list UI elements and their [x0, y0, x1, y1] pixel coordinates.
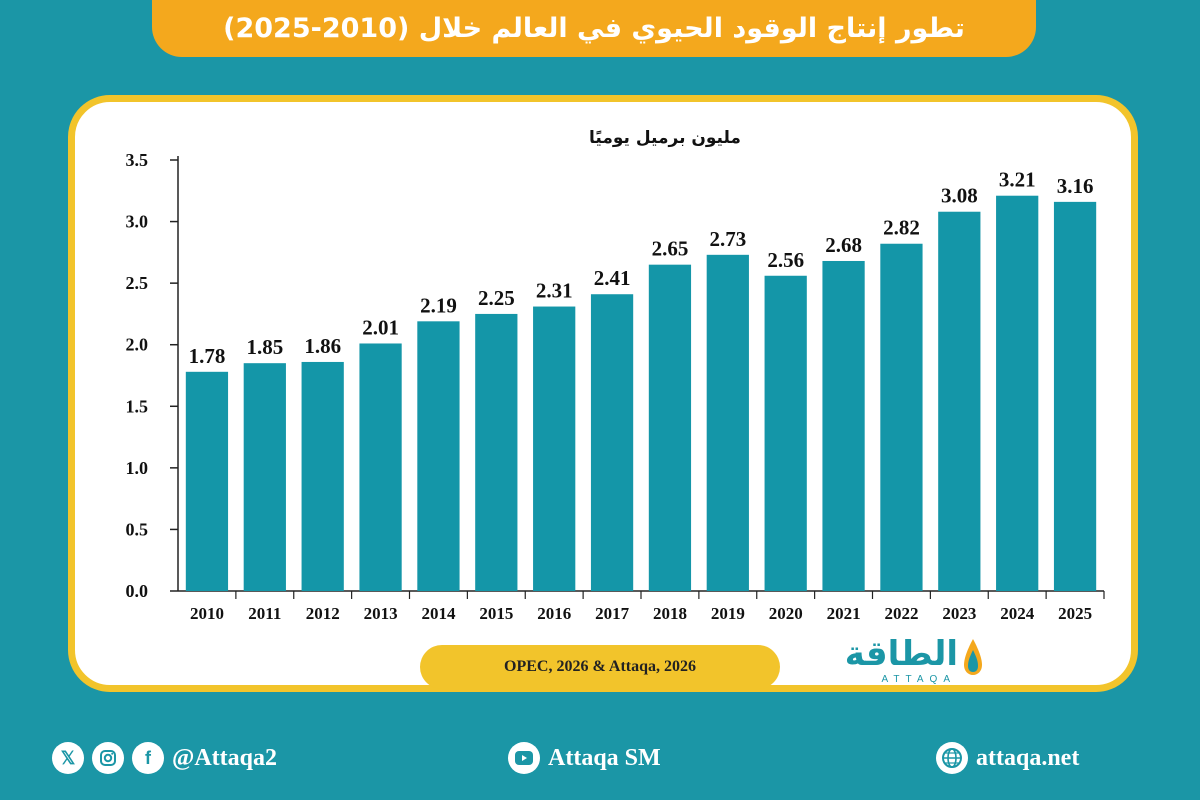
y-tick-label: 0.0: [126, 581, 149, 601]
bar: [938, 211, 981, 591]
bar: [243, 363, 286, 591]
bar: [417, 321, 460, 591]
bar-value-label: 1.78: [189, 344, 226, 368]
bar-value-label: 2.73: [709, 227, 746, 251]
y-tick-label: 0.5: [126, 519, 149, 539]
bar-value-label: 2.56: [767, 248, 804, 272]
footer: 𝕏 f @Attaqa2 Attaqa SM attaqa.net: [0, 730, 1200, 780]
y-tick-label: 3.5: [126, 150, 149, 170]
x-tick-label: 2023: [942, 604, 976, 623]
bar-value-label: 1.86: [304, 334, 341, 358]
y-tick-label: 2.0: [126, 335, 149, 355]
instagram-icon[interactable]: [92, 742, 124, 774]
website-url: attaqa.net: [976, 744, 1080, 771]
youtube-channel: Attaqa SM: [548, 744, 661, 771]
y-axis-unit-label: مليون برميل يوميًا: [589, 128, 741, 148]
x-tick-label: 2019: [711, 604, 745, 623]
x-tick-label: 2024: [1000, 604, 1035, 623]
bar: [359, 343, 402, 591]
bar: [764, 275, 807, 591]
bar-value-label: 2.19: [420, 293, 457, 317]
bar: [996, 195, 1039, 591]
x-tick-label: 2013: [364, 604, 398, 623]
bar-value-label: 3.16: [1057, 174, 1094, 198]
youtube-icon: [508, 742, 540, 774]
website-link[interactable]: attaqa.net: [936, 742, 1079, 774]
bar-value-label: 2.68: [825, 233, 862, 257]
bar-value-label: 2.41: [594, 266, 631, 290]
bar-value-label: 2.65: [652, 237, 689, 261]
x-tick-label: 2018: [653, 604, 687, 623]
bar: [301, 361, 344, 591]
x-tick-label: 2016: [537, 604, 571, 623]
attaqa-logo: الطاقة ATTAQA: [826, 632, 986, 690]
social-links: 𝕏 f @Attaqa2: [52, 742, 277, 774]
x-tick-label: 2021: [827, 604, 861, 623]
youtube-link[interactable]: Attaqa SM: [508, 742, 661, 774]
bar-value-label: 3.21: [999, 168, 1036, 192]
bar: [185, 371, 229, 591]
title-banner: تطور إنتاج الوقود الحيوي في العالم خلال …: [152, 0, 1036, 57]
globe-icon: [936, 742, 968, 774]
y-tick-label: 2.5: [126, 273, 149, 293]
bar: [533, 306, 576, 591]
bar: [1053, 201, 1097, 591]
y-tick-label: 3.0: [126, 212, 149, 232]
logo-arabic-text: الطاقة: [844, 634, 958, 674]
x-tick-label: 2010: [190, 604, 224, 623]
x-tick-label: 2017: [595, 604, 630, 623]
flame-drop-icon: [964, 639, 982, 675]
bar: [475, 313, 518, 591]
bar-value-label: 3.08: [941, 184, 978, 208]
social-handle[interactable]: @Attaqa2: [172, 744, 277, 771]
page-title: تطور إنتاج الوقود الحيوي في العالم خلال …: [223, 13, 965, 44]
facebook-icon[interactable]: f: [132, 742, 164, 774]
x-tick-label: 2012: [306, 604, 340, 623]
bar: [706, 254, 749, 591]
x-tick-label: 2014: [421, 604, 456, 623]
bar-value-label: 2.01: [362, 315, 399, 339]
bar-value-label: 1.85: [246, 335, 283, 359]
x-icon[interactable]: 𝕏: [52, 742, 84, 774]
bar: [590, 294, 634, 591]
x-tick-label: 2015: [479, 604, 513, 623]
logo-latin-text: ATTAQA: [881, 674, 956, 685]
bar-value-label: 2.31: [536, 279, 573, 303]
y-tick-label: 1.5: [126, 396, 149, 416]
y-tick-label: 1.0: [126, 458, 149, 478]
bar-value-label: 2.25: [478, 286, 515, 310]
bar-value-label: 2.82: [883, 216, 920, 240]
source-label: OPEC, 2026 & Attaqa, 2026: [420, 645, 780, 689]
bar: [648, 264, 692, 591]
x-tick-label: 2020: [769, 604, 803, 623]
bar: [822, 260, 865, 591]
x-tick-label: 2025: [1058, 604, 1092, 623]
x-tick-label: 2022: [884, 604, 918, 623]
bar: [880, 243, 923, 592]
x-tick-label: 2011: [248, 604, 281, 623]
